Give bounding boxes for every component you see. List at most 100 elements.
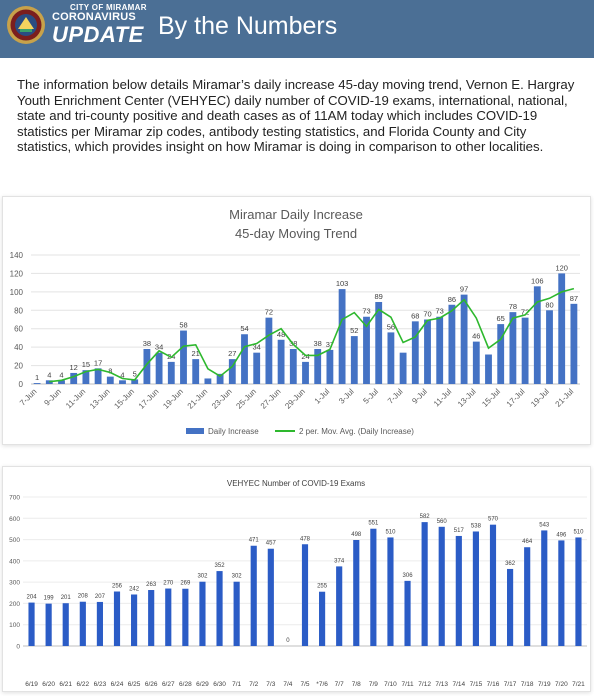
data-label: 1 — [35, 373, 39, 382]
bar — [228, 359, 236, 384]
data-label: 120 — [555, 263, 568, 272]
bar — [302, 361, 309, 384]
data-label: 517 — [454, 528, 465, 534]
bar — [472, 341, 480, 384]
bar — [182, 588, 189, 646]
data-label: 0 — [286, 638, 290, 644]
bar — [62, 603, 69, 646]
y-tick-label: 100 — [10, 288, 24, 297]
x-tick-label: 27-Jun — [259, 387, 283, 411]
y-tick-label: 0 — [19, 380, 24, 389]
bar — [338, 289, 346, 384]
data-label: 73 — [436, 307, 444, 316]
x-tick-label: 7/11 — [401, 681, 414, 688]
y-tick-label: 80 — [14, 306, 23, 315]
bar — [82, 370, 90, 384]
data-label: 27 — [228, 349, 236, 358]
data-label: 34 — [155, 343, 163, 352]
bar — [497, 324, 505, 384]
bar — [253, 352, 261, 384]
x-tick-label: 7/3 — [266, 681, 275, 688]
bar — [424, 319, 431, 384]
data-label: 89 — [375, 292, 383, 301]
data-label: 78 — [509, 302, 517, 311]
data-label: 457 — [266, 541, 277, 547]
bar — [216, 571, 223, 646]
bar — [199, 581, 206, 646]
data-label: 269 — [180, 581, 191, 587]
bar — [301, 544, 309, 646]
data-label: 208 — [78, 594, 89, 600]
bar — [421, 522, 428, 646]
daily-increase-chart: Miramar Daily Increase 45-day Moving Tren… — [10, 207, 580, 436]
x-tick-label: 17-Jun — [137, 387, 161, 411]
x-tick-label: 6/21 — [59, 681, 72, 688]
data-label: 48 — [277, 330, 285, 339]
bar — [131, 379, 139, 384]
data-label: 199 — [44, 596, 55, 602]
data-label: 201 — [61, 595, 72, 601]
x-tick-label: 9-Jun — [42, 387, 63, 408]
x-tick-label: 7/7 — [335, 681, 344, 688]
brand-update-text: UPDATE — [52, 22, 144, 47]
data-label: 73 — [362, 307, 370, 316]
y-tick-label: 60 — [14, 325, 23, 334]
x-tick-label: 6/30 — [213, 681, 226, 688]
x-tick-label: 7/2 — [249, 681, 258, 688]
data-label: 5 — [133, 369, 137, 378]
data-label: 471 — [249, 538, 260, 544]
x-tick-label: 6/20 — [42, 681, 55, 688]
bar — [509, 312, 517, 384]
y-tick-label: 400 — [9, 558, 20, 565]
x-tick-label: 1-Jul — [313, 387, 332, 406]
data-label: 570 — [488, 517, 499, 523]
bar — [165, 588, 172, 646]
bar — [387, 537, 394, 646]
bar — [167, 361, 175, 384]
x-tick-label: 7-Jul — [386, 387, 405, 406]
bar — [289, 348, 297, 384]
bar — [546, 310, 553, 384]
data-label: 204 — [27, 595, 38, 601]
x-tick-label: 7/17 — [504, 681, 517, 688]
x-tick-label: 17-Jul — [505, 387, 527, 409]
bar — [267, 548, 274, 646]
x-tick-label: 6/27 — [162, 681, 175, 688]
intro-paragraph: The information below details Miramar’s … — [17, 77, 575, 155]
data-label: 72 — [265, 308, 273, 317]
data-label: 38 — [314, 339, 322, 348]
bar — [265, 317, 273, 384]
x-tick-label: 6/19 — [25, 681, 38, 688]
bar — [460, 294, 468, 384]
vehyec-exams-chart-panel: VEHYEC Number of COVID-19 Exams 0 100 200 30… — [2, 466, 591, 692]
bar — [353, 539, 360, 646]
x-tick-label: *7/6 — [316, 681, 328, 688]
data-label: 97 — [460, 285, 468, 294]
data-label: 478 — [300, 536, 311, 542]
vehyec-exams-chart: VEHYEC Number of COVID-19 Exams 0 100 200 30… — [9, 479, 587, 688]
brand-city-text: CITY OF MIRAMAR — [70, 3, 147, 12]
bar — [370, 528, 377, 646]
bar — [180, 330, 187, 384]
x-tick-label: 6/25 — [128, 681, 141, 688]
header-banner: CITY OF MIRAMAR CORONAVIRUS UPDATE By th… — [0, 0, 594, 58]
x-tick-label: 7/16 — [487, 681, 500, 688]
data-label: 17 — [94, 358, 102, 367]
bar — [58, 380, 65, 384]
data-label: 4 — [47, 370, 51, 379]
bar — [148, 590, 155, 646]
bar — [336, 566, 343, 646]
data-label: 21 — [192, 349, 200, 358]
y-tick-label: 300 — [9, 580, 20, 587]
bar — [106, 376, 114, 384]
bar — [455, 535, 462, 646]
bar — [448, 304, 456, 384]
daily-increase-chart-panel: Miramar Daily Increase 45-day Moving Tren… — [2, 196, 591, 445]
bar — [541, 530, 548, 646]
bar — [507, 568, 514, 646]
x-tick-label: 7/19 — [538, 681, 551, 688]
data-label: 87 — [570, 294, 578, 303]
data-label: 65 — [497, 314, 505, 323]
y-tick-label: 500 — [9, 537, 20, 544]
bar — [399, 352, 407, 384]
